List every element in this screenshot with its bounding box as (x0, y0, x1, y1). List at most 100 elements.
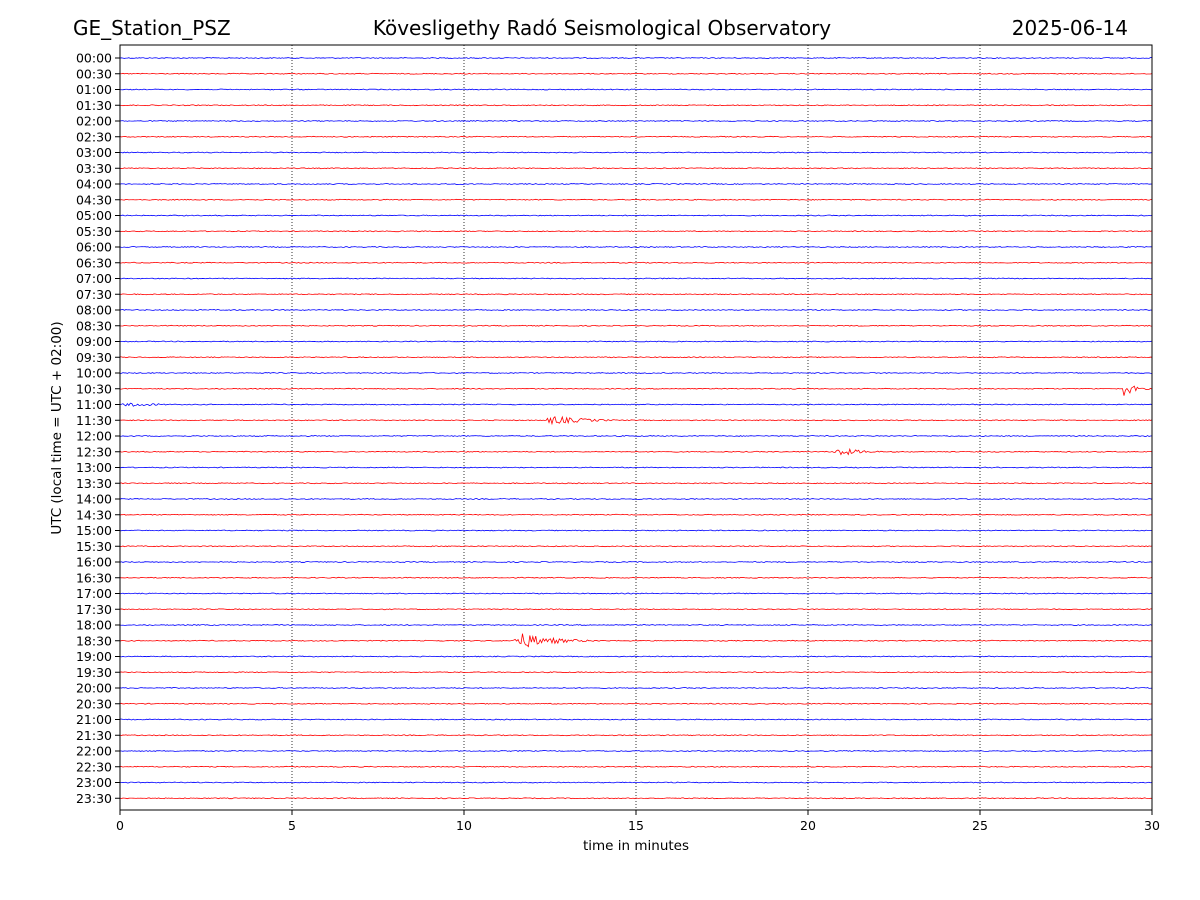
trace-row-2030 (119, 702, 1153, 705)
trace-row-2200 (119, 750, 1153, 752)
trace-row-1200 (119, 435, 1153, 437)
trace-row-0700 (119, 277, 1153, 280)
y-tick-label-1530: 15:30 (76, 539, 112, 554)
trace-row-0730 (120, 293, 1153, 296)
y-tick-label-1900: 19:00 (76, 649, 112, 664)
y-tick-label-0400: 04:00 (76, 177, 112, 192)
trace-lines (119, 57, 1153, 800)
trace-row-1630 (119, 576, 1153, 579)
y-tick-label-1100: 11:00 (76, 397, 112, 412)
date-title: 2025-06-14 (1012, 16, 1128, 40)
y-tick-label-1700: 17:00 (76, 586, 112, 601)
y-tick-label-1300: 13:00 (76, 460, 112, 475)
y-tick-label-0930: 09:30 (76, 350, 112, 365)
y-tick-label-0600: 06:00 (76, 240, 112, 255)
trace-row-1930 (119, 671, 1153, 674)
trace-row-0030 (119, 72, 1153, 75)
y-tick-label-1400: 14:00 (76, 492, 112, 507)
y-tick-label-2030: 20:30 (76, 696, 112, 711)
y-axis-label: UTC (local time = UTC + 02:00) (49, 321, 65, 534)
y-tick-label-1630: 16:30 (76, 570, 112, 585)
y-axis-ticks: 00:0000:3001:0001:3002:0002:3003:0003:30… (76, 51, 120, 806)
trace-row-0300 (119, 151, 1153, 154)
y-tick-label-0100: 01:00 (76, 82, 112, 97)
y-tick-label-1800: 18:00 (76, 618, 112, 633)
y-tick-label-1000: 10:00 (76, 366, 112, 381)
trace-row-1330 (119, 482, 1153, 485)
y-tick-label-0530: 05:30 (76, 224, 112, 239)
y-tick-label-1200: 12:00 (76, 429, 112, 444)
trace-row-0600 (119, 246, 1153, 248)
trace-row-1500 (119, 529, 1153, 532)
trace-row-0930 (119, 356, 1153, 359)
trace-row-0130 (119, 104, 1153, 107)
trace-row-0330 (119, 167, 1153, 170)
observatory-title: Kövesligethy Radó Seismological Observat… (373, 16, 831, 40)
trace-row-1230 (119, 447, 1153, 456)
trace-row-0800 (119, 309, 1153, 311)
x-tick-label-10: 10 (456, 818, 472, 833)
plot-frame (119, 44, 1153, 811)
y-tick-label-1600: 16:00 (76, 555, 112, 570)
station-title: GE_Station_PSZ (73, 16, 231, 40)
y-tick-label-1730: 17:30 (76, 602, 112, 617)
y-tick-label-0200: 02:00 (76, 114, 112, 129)
trace-row-1800 (119, 624, 1153, 626)
x-tick-label-20: 20 (800, 818, 816, 833)
x-axis-ticks: 0 5 10 15 20 25 30 (116, 810, 1160, 833)
trace-row-0500 (119, 214, 1153, 217)
trace-row-1100 (119, 402, 1153, 407)
y-tick-label-0000: 00:00 (76, 51, 112, 66)
y-tick-label-2000: 20:00 (76, 681, 112, 696)
trace-row-0230 (119, 135, 1153, 138)
x-tick-label-15: 15 (628, 818, 644, 833)
y-tick-label-2200: 22:00 (76, 744, 112, 759)
trace-row-1000 (119, 372, 1153, 374)
trace-row-2300 (119, 781, 1153, 784)
y-tick-label-0830: 08:30 (76, 318, 112, 333)
trace-row-1730 (119, 608, 1152, 611)
y-tick-label-0030: 00:30 (76, 66, 112, 81)
trace-row-1600 (119, 561, 1153, 563)
trace-row-0630 (119, 261, 1153, 264)
trace-row-0100 (119, 88, 1153, 91)
y-tick-label-2330: 23:30 (76, 791, 112, 806)
trace-row-0900 (119, 340, 1153, 343)
y-tick-label-1130: 11:30 (76, 413, 112, 428)
y-tick-label-1430: 14:30 (76, 507, 112, 522)
trace-row-0400 (119, 183, 1153, 185)
x-tick-label-0: 0 (116, 818, 124, 833)
y-tick-label-0900: 09:00 (76, 334, 112, 349)
trace-row-0430 (119, 198, 1153, 201)
x-tick-label-30: 30 (1144, 818, 1160, 833)
y-tick-label-0630: 06:30 (76, 255, 112, 270)
y-tick-label-0300: 03:00 (76, 145, 112, 160)
y-tick-label-0700: 07:00 (76, 271, 112, 286)
y-tick-label-2130: 21:30 (76, 728, 112, 743)
y-tick-label-2230: 22:30 (76, 759, 112, 774)
trace-row-2230 (119, 765, 1153, 768)
trace-row-1130 (119, 415, 1153, 426)
y-tick-label-2100: 21:00 (76, 712, 112, 727)
trace-row-1030 (119, 385, 1153, 396)
y-tick-label-0330: 03:30 (76, 161, 112, 176)
trace-row-1900 (119, 655, 1153, 658)
y-tick-label-0430: 04:30 (76, 192, 112, 207)
y-tick-label-1830: 18:30 (76, 633, 112, 648)
trace-row-1430 (119, 513, 1153, 516)
y-tick-label-0730: 07:30 (76, 287, 112, 302)
trace-row-2130 (119, 734, 1153, 737)
x-tick-label-25: 25 (972, 818, 988, 833)
x-axis-label: time in minutes (583, 838, 689, 854)
trace-row-2000 (119, 687, 1153, 689)
trace-row-0200 (119, 120, 1153, 122)
y-tick-label-2300: 23:00 (76, 775, 112, 790)
trace-row-0830 (119, 324, 1153, 327)
trace-row-2100 (119, 718, 1153, 721)
trace-row-1400 (119, 498, 1153, 500)
y-tick-label-1500: 15:00 (76, 523, 112, 538)
trace-row-1530 (119, 545, 1153, 548)
y-tick-label-1030: 10:30 (76, 381, 112, 396)
